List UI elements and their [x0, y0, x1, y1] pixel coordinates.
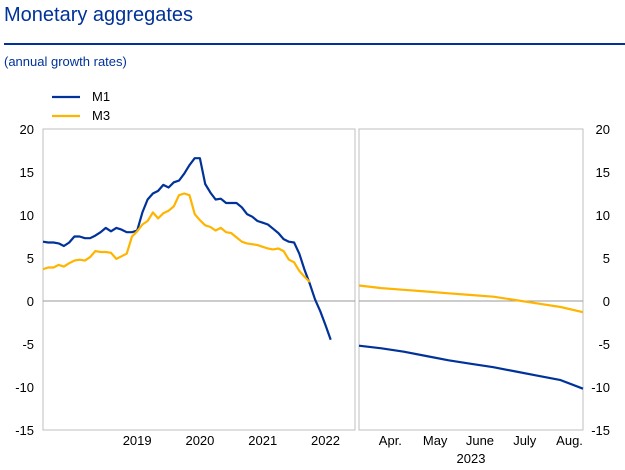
right-x-tick-label: June: [466, 433, 494, 448]
left-series-m3-line: [42, 192, 311, 283]
chart-subtitle: (annual growth rates): [4, 54, 127, 69]
y-tick-label-left: -10: [15, 380, 34, 395]
left-x-tick-label: 2022: [311, 433, 340, 448]
y-tick-label-left: 10: [20, 208, 34, 223]
left-panel-frame: [42, 128, 356, 431]
y-tick-label-left: 20: [20, 122, 34, 137]
right-panel-frame: [358, 128, 584, 431]
left-x-tick-label: 2021: [248, 433, 277, 448]
title-rule: [4, 43, 625, 45]
right-series-m3-line: [358, 284, 584, 314]
y-tick-label-right: 10: [596, 208, 610, 223]
y-tick-label-right: 20: [596, 122, 610, 137]
right-x-tick-label: Aug.: [556, 433, 583, 448]
y-tick-label-right: -15: [591, 423, 610, 438]
right-x-tick-label: May: [423, 433, 448, 448]
left-x-tick-label: 2020: [185, 433, 214, 448]
right-year-label: 2023: [457, 451, 486, 466]
right-series-m1-line: [358, 344, 584, 390]
y-tick-label-right: -5: [598, 337, 610, 352]
page-title: Monetary aggregates: [4, 4, 194, 26]
y-tick-label-right: 5: [603, 251, 610, 266]
y-tick-label-right: 15: [596, 165, 610, 180]
right-x-tick-label: July: [513, 433, 537, 448]
legend-m1-label: M1: [92, 89, 110, 104]
legend-m3-label: M3: [92, 108, 110, 123]
y-tick-label-right: -10: [591, 380, 610, 395]
y-tick-label-left: 5: [27, 251, 34, 266]
y-tick-label-left: -15: [15, 423, 34, 438]
y-tick-label-left: -5: [22, 337, 34, 352]
y-tick-label-right: 0: [603, 294, 610, 309]
y-tick-label-left: 0: [27, 294, 34, 309]
right-x-tick-label: Apr.: [379, 433, 402, 448]
left-x-tick-label: 2019: [123, 433, 152, 448]
y-tick-label-left: 15: [20, 165, 34, 180]
left-series-m1-line: [42, 157, 332, 341]
